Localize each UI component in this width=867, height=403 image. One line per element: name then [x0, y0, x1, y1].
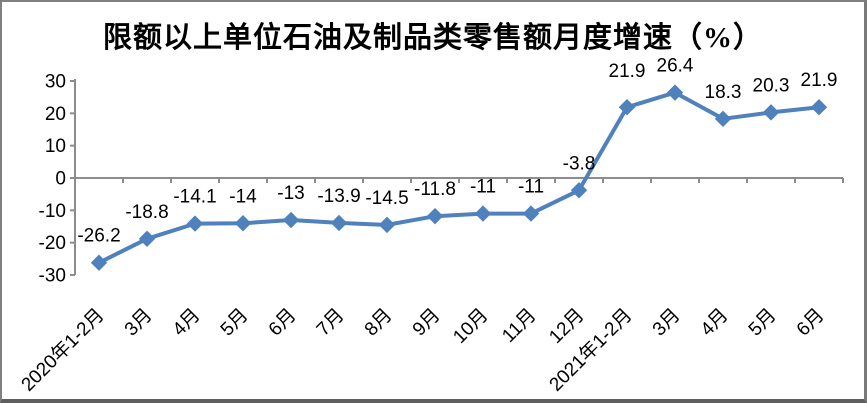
data-label: -18.8 — [125, 202, 168, 223]
data-point-marker — [186, 215, 204, 232]
data-point-marker — [666, 84, 684, 101]
data-point-marker — [90, 254, 108, 271]
x-category-label: 11月 — [498, 305, 540, 347]
data-labels: -26.2-18.8-14.1 -14 -13 -13.9 -14.5 -11.8 -11-… — [77, 56, 837, 247]
x-category-label: 5月 — [217, 305, 253, 341]
data-point-marker — [138, 230, 156, 247]
chart-title: 限额以上单位石油及制品类零售额月度增速（%） — [102, 22, 763, 54]
data-label: -14 — [229, 186, 257, 207]
data-label: -11 — [518, 177, 544, 198]
data-point-marker — [426, 207, 444, 225]
data-label: -13.9 — [317, 186, 360, 207]
x-category-label: 2020年1-2月 — [17, 304, 109, 396]
x-category-label: 4月 — [169, 305, 205, 341]
data-point-marker — [570, 182, 588, 199]
x-category-label: 2021年1-2月 — [545, 304, 637, 396]
x-category-label: 6月 — [265, 305, 301, 341]
x-category-label: 5月 — [745, 305, 781, 341]
data-label: -11.8 — [414, 179, 456, 200]
y-tick-label: 20 — [45, 104, 66, 125]
y-tick-label: -30 — [39, 266, 66, 287]
x-category-label: 3月 — [121, 305, 157, 341]
x-category-label: 12月 — [545, 305, 588, 348]
data-point-marker — [618, 98, 636, 116]
data-label: -3.8 — [563, 153, 596, 174]
data-series — [90, 84, 828, 271]
data-label: -11 — [470, 177, 496, 198]
x-category-label: 10月 — [449, 305, 492, 348]
x-category-label: 7月 — [313, 305, 349, 341]
data-label: 26.4 — [657, 56, 694, 77]
x-axis-ticks — [74, 178, 844, 183]
data-label: 20.3 — [753, 75, 790, 96]
data-label: 21.9 — [609, 61, 646, 82]
data-label: -14.1 — [173, 187, 216, 208]
y-tick-label: -10 — [39, 201, 66, 222]
x-category-label: 8月 — [361, 305, 397, 341]
data-label: 21.9 — [801, 70, 838, 91]
x-axis-labels: 2020年1-2月 3月 4月 5月 6月 7月 8月 9月 10月 11月 12月2021年1-2… — [17, 304, 829, 396]
series-line — [97, 90, 821, 265]
data-point-marker — [474, 205, 492, 222]
x-category-label: 3月 — [649, 305, 685, 341]
x-category-label: 9月 — [409, 305, 445, 341]
data-point-marker — [522, 205, 540, 222]
data-label: -26.2 — [77, 226, 120, 247]
data-point-marker — [282, 211, 300, 229]
data-point-marker — [330, 214, 348, 232]
data-point-marker — [762, 104, 780, 121]
data-point-marker — [234, 215, 252, 232]
y-tick-label: 0 — [55, 169, 66, 190]
data-point-marker — [714, 110, 732, 128]
x-category-label: 4月 — [697, 305, 733, 341]
y-axis-ticks: 30 20 10 0 -10 -20 -30 — [39, 72, 75, 287]
data-label: -14.5 — [365, 188, 408, 209]
data-label: -13 — [277, 183, 304, 204]
x-category-label: 6月 — [793, 305, 829, 341]
data-point-marker — [378, 216, 396, 234]
y-tick-label: 10 — [45, 136, 66, 157]
y-tick-label: 30 — [45, 72, 66, 93]
data-point-marker — [810, 98, 828, 116]
data-label: 18.3 — [705, 82, 742, 103]
y-tick-label: -20 — [39, 233, 66, 254]
axes — [74, 79, 843, 275]
